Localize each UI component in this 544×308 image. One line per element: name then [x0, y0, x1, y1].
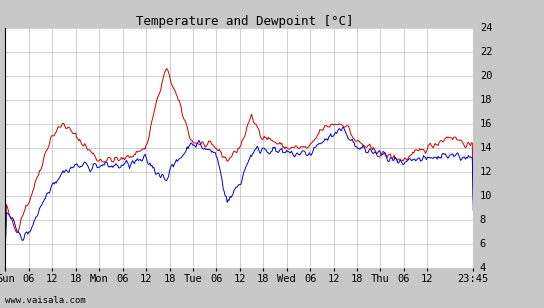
Text: 18: 18: [480, 95, 492, 105]
Text: 24: 24: [480, 23, 492, 33]
Text: 4: 4: [480, 263, 486, 273]
Text: 16: 16: [480, 119, 492, 129]
Text: 8: 8: [480, 215, 486, 225]
Text: www.vaisala.com: www.vaisala.com: [5, 296, 86, 305]
Text: 6: 6: [480, 239, 486, 249]
Text: 14: 14: [480, 143, 492, 153]
Text: Temperature and Dewpoint [°C]: Temperature and Dewpoint [°C]: [136, 15, 354, 28]
Text: 10: 10: [480, 191, 492, 201]
Text: 20: 20: [480, 71, 492, 81]
Text: 22: 22: [480, 47, 492, 57]
Text: 12: 12: [480, 167, 492, 177]
